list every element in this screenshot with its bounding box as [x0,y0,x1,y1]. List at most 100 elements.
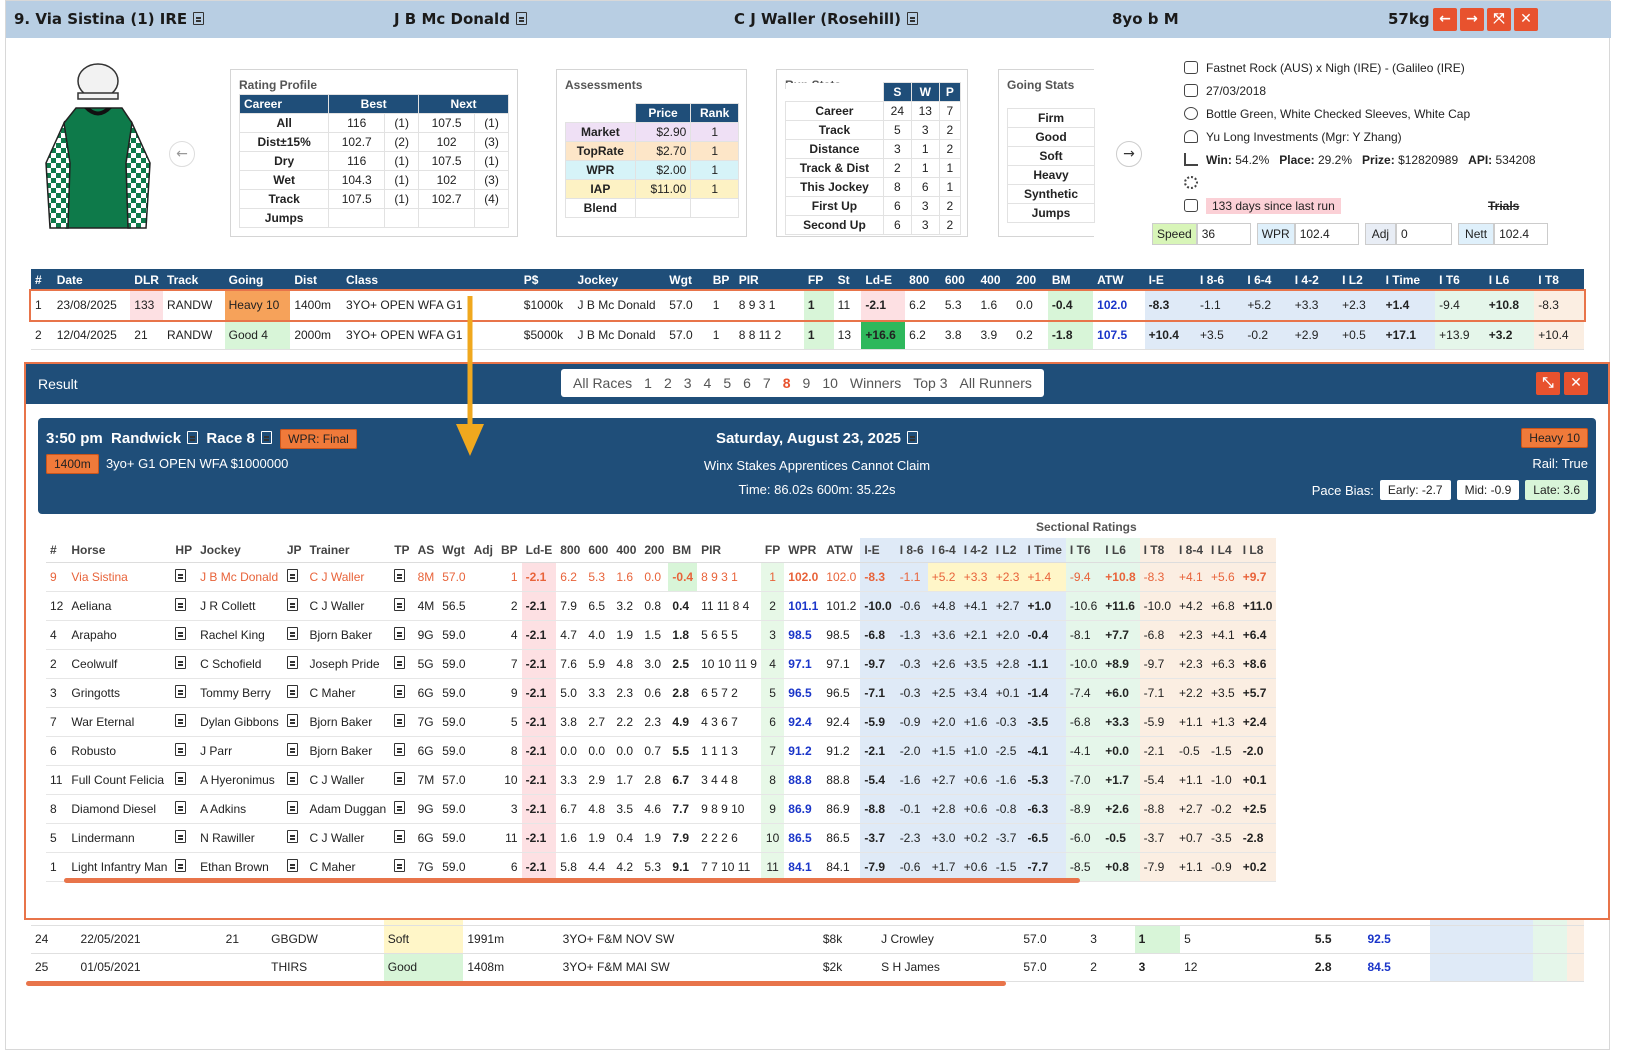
document-icon[interactable] [175,656,187,669]
cell[interactable] [282,620,306,650]
col-header[interactable]: 400 [612,538,641,563]
col-header[interactable]: FP [803,269,834,291]
cell[interactable] [390,794,414,824]
cell[interactable] [282,678,306,708]
document-icon[interactable] [286,569,298,582]
cell[interactable] [171,562,197,592]
table-row[interactable]: 2 Ceolwulf C Schofield Joseph Pride 5G 59.0 7-… [46,649,1277,679]
race-tab[interactable]: Top 3 [913,375,948,391]
col-header[interactable]: JP [282,538,306,563]
trainer-title[interactable]: C J Waller (Rosehill) [734,10,919,28]
col-header[interactable]: WPR [784,538,823,563]
document-icon[interactable] [260,431,272,444]
col-header[interactable]: FP [760,538,785,563]
col-header[interactable]: Track [162,269,225,291]
col-header[interactable]: PIR [734,269,804,291]
document-icon[interactable] [175,830,187,843]
cell[interactable] [171,649,197,679]
career-select[interactable]: Career [238,94,330,114]
col-header[interactable]: I 8-6 [895,538,928,563]
cell[interactable]: Robusto [67,736,172,766]
cell[interactable]: Light Infantry Man [67,852,172,882]
table-row[interactable]: 12 Aeliana J R Collett C J Waller 4M 56.5 2 -2.… [46,591,1277,621]
cell[interactable] [390,620,414,650]
col-header[interactable]: Wgt [438,538,470,563]
document-icon[interactable] [394,714,406,727]
cell[interactable] [171,823,197,853]
document-icon[interactable] [394,772,406,785]
cell[interactable]: Diamond Diesel [67,794,172,824]
race-tab[interactable]: 4 [703,375,712,391]
speed-field[interactable]: 36 [1196,223,1251,245]
collapse-button[interactable]: ⤡ [1536,372,1560,395]
trials-link[interactable]: Trials [1488,199,1520,213]
document-icon[interactable] [394,569,406,582]
col-header[interactable]: I 4-2 [959,538,992,563]
col-header[interactable]: PIR [697,538,761,563]
cell[interactable]: Ceolwulf [67,649,172,679]
col-header[interactable]: I L2 [991,538,1024,563]
race-tab[interactable]: 10 [822,375,838,391]
next-button[interactable]: → [1460,8,1484,31]
table-row[interactable]: 2 12/04/2025 21 RANDW Good 4 2000m 3YO+ OPEN W… [31,320,1584,350]
col-header[interactable]: 600 [940,269,977,291]
venue[interactable]: Randwick [111,430,182,447]
race-tab[interactable]: Winners [849,375,902,391]
document-icon[interactable] [515,12,527,25]
cell[interactable]: Lindermann [67,823,172,853]
cell[interactable] [390,736,414,766]
document-icon[interactable] [193,12,205,25]
table-row[interactable]: 3 Gringotts Tommy Berry C Maher 6G 59.0 9 -2.1 5… [46,678,1277,708]
col-header[interactable]: I T8 [1139,538,1175,563]
col-header[interactable]: ATW [822,538,861,563]
document-icon[interactable] [286,598,298,611]
col-header[interactable]: 200 [1012,269,1048,291]
col-header[interactable]: I L2 [1338,269,1382,291]
cell[interactable]: War Eternal [67,707,172,737]
nett-field[interactable]: 102.4 [1494,223,1549,245]
document-icon[interactable] [187,431,199,444]
document-icon[interactable] [175,714,187,727]
col-header[interactable]: ATW [1093,269,1145,291]
horizontal-scrollbar[interactable] [26,981,1006,986]
col-header[interactable]: BM [668,538,698,563]
col-header[interactable]: Wgt [665,269,709,291]
col-header[interactable]: Jockey [196,538,283,563]
table-row[interactable]: 24 22/05/2021 21 GBGDW Soft 1991m 3YO+ F&M NOV… [31,925,1584,954]
cell[interactable] [282,794,306,824]
cell[interactable] [171,707,197,737]
table-row[interactable]: 11 Full Count Felicia A Hyeronimus C J Wall… [46,765,1277,795]
cell[interactable] [390,852,414,882]
col-header[interactable]: Ld-E [861,269,906,291]
race-tab[interactable]: 1 [644,375,652,391]
document-icon[interactable] [175,772,187,785]
document-icon[interactable] [175,598,187,611]
expand-button[interactable]: ⤧ [1487,8,1511,31]
table-row[interactable]: 5 Lindermann N Rawiller C J Waller 6G 59.0 11-… [46,823,1277,853]
cell[interactable] [390,765,414,795]
cell[interactable] [282,707,306,737]
document-icon[interactable] [286,627,298,640]
race-tab[interactable]: 9 [802,375,811,391]
col-header[interactable]: I 6-4 [1243,269,1291,291]
document-icon[interactable] [175,569,187,582]
cell[interactable] [171,678,197,708]
col-header[interactable]: AS [413,538,439,563]
table-row[interactable]: 8 Diamond Diesel A Adkins Adam Duggan 9G 59.0… [46,794,1277,824]
race-tab[interactable]: All Races [573,375,633,391]
col-header[interactable]: Trainer [305,538,391,563]
col-header[interactable]: Ld-E [521,538,557,563]
col-header[interactable]: I L6 [1101,538,1140,563]
race-tab[interactable]: 6 [743,375,751,391]
col-header[interactable]: I 8-6 [1196,269,1244,291]
cell[interactable] [282,736,306,766]
jockey-title[interactable]: J B Mc Donald [394,10,527,28]
document-icon[interactable] [394,743,406,756]
col-header[interactable]: 800 [556,538,585,563]
document-icon[interactable] [394,656,406,669]
close-button[interactable]: ✕ [1514,8,1538,31]
close-result-button[interactable]: ✕ [1564,372,1588,395]
cell[interactable]: Via Sistina [67,562,172,592]
adj-field[interactable]: 0 [1396,223,1453,245]
col-header[interactable]: 400 [976,269,1013,291]
